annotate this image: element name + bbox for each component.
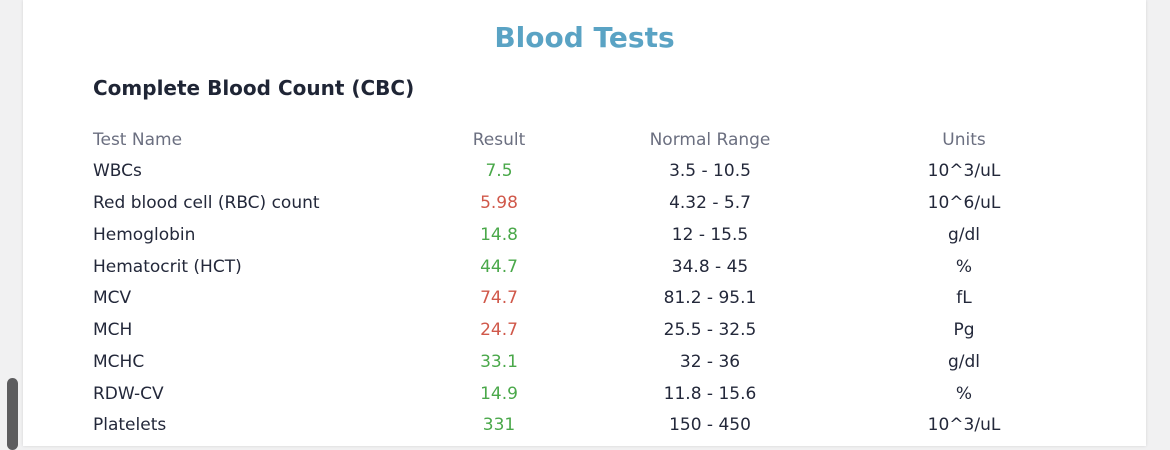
test-normal-range: 150 - 450 [669,415,751,435]
test-normal-range: 11.8 - 15.6 [663,384,757,404]
test-normal-range: 81.2 - 95.1 [663,288,757,308]
test-units: 10^6/uL [927,193,1001,213]
table-header: Test Name Result Normal Range Units [23,124,1146,156]
test-result: 14.9 [480,384,518,404]
blood-tests-card: Blood Tests Complete Blood Count (CBC) T… [23,0,1146,446]
test-result: 14.8 [480,225,518,245]
test-units: g/dl [947,225,981,245]
test-normal-range: 34.8 - 45 [671,257,749,277]
test-normal-range: 25.5 - 32.5 [663,320,757,340]
table-row: RDW-CV 14.9 11.8 - 15.6 % [23,378,1146,410]
test-name: MCV [93,288,132,308]
test-result: 24.7 [480,320,518,340]
header-test-name: Test Name [93,130,183,150]
test-result: 7.5 [485,161,513,181]
test-result: 44.7 [480,257,518,277]
test-units: 10^3/uL [927,161,1001,181]
table-row: Red blood cell (RBC) count 5.98 4.32 - 5… [23,187,1146,219]
test-units: g/dl [947,352,981,372]
test-units: % [955,257,973,277]
table-row: WBCs 7.5 3.5 - 10.5 10^3/uL [23,155,1146,187]
header-result: Result [472,130,526,150]
table-row: Hematocrit (HCT) 44.7 34.8 - 45 % [23,251,1146,283]
test-normal-range: 32 - 36 [679,352,741,372]
test-result: 331 [482,415,516,435]
section-title: Complete Blood Count (CBC) [93,76,415,100]
test-normal-range: 12 - 15.5 [671,225,749,245]
test-name: MCHC [93,352,145,372]
test-name: Red blood cell (RBC) count [93,193,320,213]
test-name: Platelets [93,415,167,435]
test-units: Pg [953,320,975,340]
table-row: Hemoglobin 14.8 12 - 15.5 g/dl [23,219,1146,251]
test-normal-range: 4.32 - 5.7 [669,193,751,213]
test-units: % [955,384,973,404]
test-result: 33.1 [480,352,518,372]
table-row: MCH 24.7 25.5 - 32.5 Pg [23,314,1146,346]
test-name: Hematocrit (HCT) [93,257,242,277]
test-units: fL [956,288,972,308]
page-title: Blood Tests [494,21,675,54]
test-normal-range: 3.5 - 10.5 [669,161,751,181]
header-normal-range: Normal Range [649,130,771,150]
test-result: 5.98 [480,193,518,213]
table-row: MCHC 33.1 32 - 36 g/dl [23,346,1146,378]
scrollbar-thumb[interactable] [7,378,18,450]
test-name: RDW-CV [93,384,164,404]
test-result: 74.7 [480,288,518,308]
header-units: Units [942,130,986,150]
test-units: 10^3/uL [927,415,1001,435]
test-name: Hemoglobin [93,225,196,245]
test-name: WBCs [93,161,142,181]
test-name: MCH [93,320,133,340]
table-row: MCV 74.7 81.2 - 95.1 fL [23,282,1146,314]
table-row: Platelets 331 150 - 450 10^3/uL [23,409,1146,441]
